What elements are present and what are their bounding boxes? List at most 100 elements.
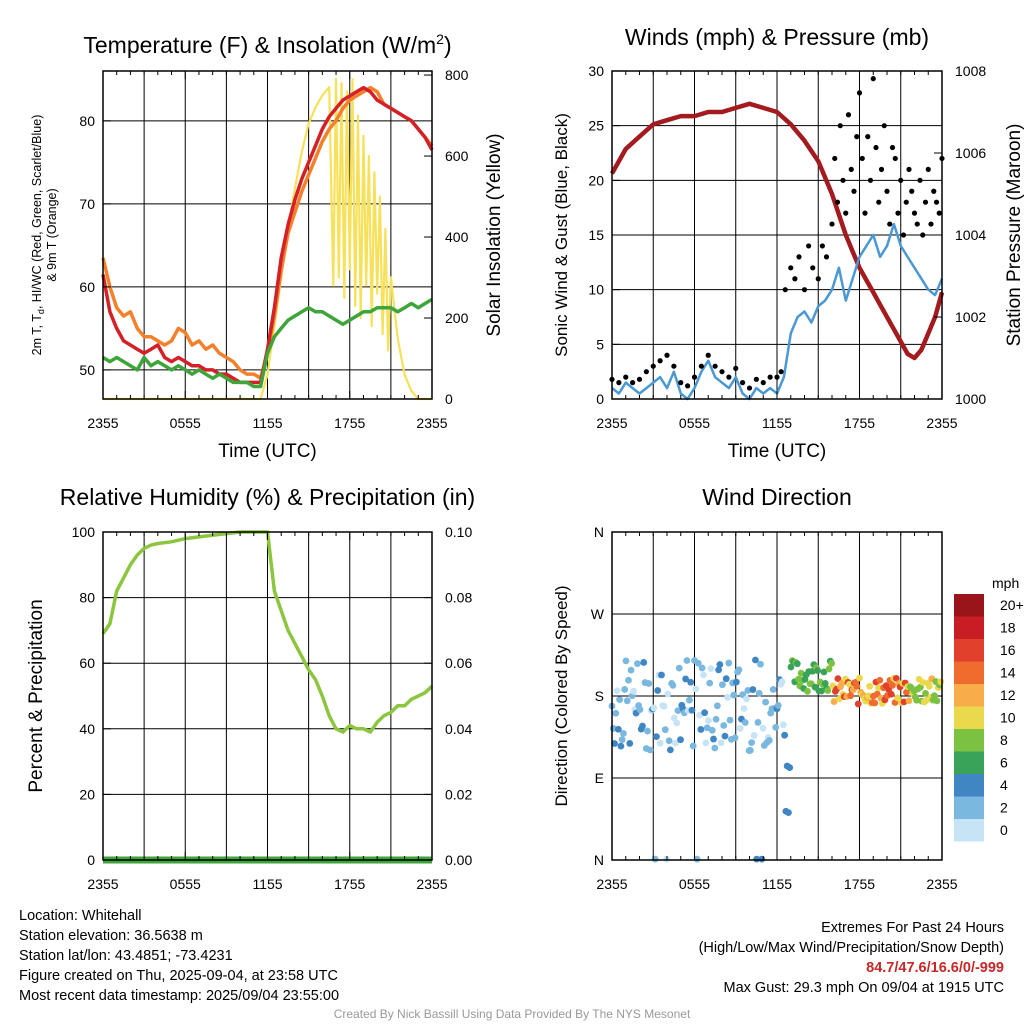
gust-point <box>746 385 753 391</box>
direction-point <box>762 698 769 706</box>
direction-point <box>688 706 696 714</box>
direction-point <box>759 724 767 732</box>
direction-point <box>636 706 644 714</box>
direction-point <box>824 687 832 694</box>
gust-point <box>911 210 918 216</box>
legend-swatch <box>954 594 984 617</box>
direction-point <box>666 746 674 754</box>
legend-swatch <box>954 729 984 752</box>
gust-point <box>936 210 942 216</box>
x-tick-label: 2355 <box>87 415 118 431</box>
direction-point <box>828 659 835 667</box>
gust-point <box>895 210 901 216</box>
direction-point <box>834 675 842 683</box>
direction-point <box>825 665 833 673</box>
direction-point <box>903 688 910 696</box>
gust-point <box>726 374 732 380</box>
y-tick-label: 15 <box>588 227 604 243</box>
legend-label: 8 <box>1000 732 1008 748</box>
x-axis-label: Time (UTC) <box>728 441 827 462</box>
gust-point <box>851 188 857 194</box>
direction-point <box>786 764 794 771</box>
gust-point <box>712 363 718 369</box>
x-tick-label: 1755 <box>844 876 875 892</box>
gust-point <box>928 221 934 227</box>
x-tick-label: 1755 <box>844 415 875 431</box>
credit-text: Created By Nick Bassill Using Data Provi… <box>333 1007 691 1021</box>
gust-point <box>778 369 784 375</box>
gust-point <box>884 188 890 194</box>
direction-point <box>639 722 646 730</box>
chart-title-main: Temperature (F) & Insolation (W/m <box>83 32 436 58</box>
direction-point <box>675 664 683 672</box>
y-tick-label: 30 <box>588 63 604 79</box>
chart-title-sup: 2 <box>436 31 444 47</box>
direction-point <box>698 664 706 672</box>
station-info: Location: Whitehall Station elevation: 3… <box>19 906 339 1006</box>
gust-point <box>892 155 898 162</box>
direction-point <box>712 715 720 723</box>
y-axis-label-part: , HI/WC (Red, Green, Scarlet/Blue) <box>30 115 44 310</box>
y-tick-label: 40 <box>79 721 95 737</box>
legend-swatch <box>954 706 984 729</box>
x-tick-label: 2355 <box>87 876 118 892</box>
y-tick-label: N <box>594 524 604 540</box>
gust-point <box>810 265 816 271</box>
direction-point <box>707 665 715 673</box>
direction-point <box>665 737 673 745</box>
direction-point <box>821 679 829 687</box>
gust-point <box>698 363 704 369</box>
gust-point <box>792 276 798 282</box>
x-tick-label: 1155 <box>762 876 792 892</box>
direction-point <box>612 709 620 717</box>
recent-data-text: Most recent data timestamp: 2025/09/04 2… <box>19 988 340 1004</box>
direction-point <box>750 732 758 739</box>
direction-point <box>814 667 822 674</box>
y-tick-label: 10 <box>588 282 604 298</box>
gust-point <box>815 276 821 282</box>
direction-point <box>787 663 795 671</box>
direction-point <box>726 716 734 724</box>
y-right-tick-label: 0.06 <box>445 655 472 671</box>
direction-point <box>692 685 700 693</box>
panel-3: 2355 0555 1155 1755 2355 0 20 40 60 80 100 0.00 0.02… <box>26 484 475 892</box>
legend-title: mph <box>992 575 1019 591</box>
direction-point <box>697 726 705 733</box>
direction-point <box>853 682 861 690</box>
gust-point <box>691 374 698 380</box>
gust-point <box>859 155 865 162</box>
y-right-tick-label: 1002 <box>955 309 986 325</box>
y-tick-label: 5 <box>596 336 604 352</box>
legend-swatch <box>954 774 984 797</box>
extremes-info: Extremes For Past 24 Hours (High/Low/Max… <box>699 918 1004 998</box>
direction-point <box>749 686 757 693</box>
legend-swatch <box>954 616 984 639</box>
extremes-title: Extremes For Past 24 Hours <box>821 920 1004 936</box>
x-tick-label: 1155 <box>252 876 282 892</box>
direction-point <box>627 666 635 674</box>
y-axis-label: 2m T, Td, HI/WC (Red, Green, Scarlet/Blu… <box>30 115 46 356</box>
y-axis-label-sub: d <box>36 309 46 314</box>
legend-label: 4 <box>1000 777 1008 793</box>
direction-point <box>779 721 787 729</box>
direction-point <box>699 671 707 679</box>
direction-point <box>616 696 624 704</box>
direction-point <box>645 680 653 687</box>
y-tick-label: W <box>591 606 605 622</box>
direction-point <box>746 746 754 754</box>
direction-point <box>778 678 786 686</box>
y-tick-label: 0 <box>87 852 95 868</box>
dewpoint-line <box>102 297 433 389</box>
x-tick-label: 1155 <box>762 415 792 431</box>
direction-point <box>913 696 921 704</box>
gust-point <box>914 221 920 227</box>
direction-point <box>804 687 811 695</box>
gust-point <box>801 287 808 293</box>
direction-point <box>937 678 945 686</box>
x-tick-label: 1755 <box>334 415 365 431</box>
y-tick-label: S <box>595 688 604 704</box>
direction-point <box>830 698 838 705</box>
y-tick-label: 25 <box>588 118 604 134</box>
y-tick-label: 80 <box>79 113 95 129</box>
gust-point <box>876 199 882 205</box>
